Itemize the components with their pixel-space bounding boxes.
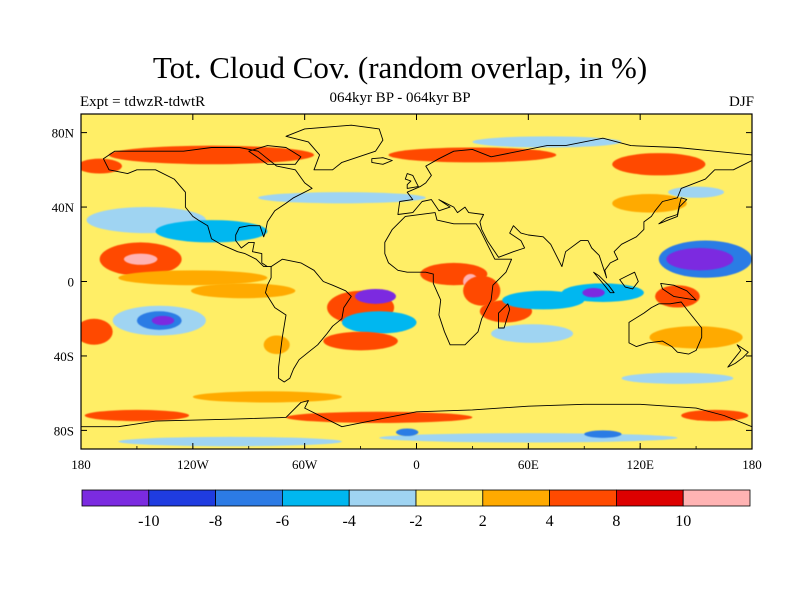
y-tick-label: 80N [52, 126, 75, 141]
y-tick-label: 40N [52, 200, 75, 215]
anomaly-region [84, 409, 190, 422]
colorbar-label: -8 [209, 513, 222, 530]
anomaly-region [655, 285, 700, 308]
y-tick-label: 80S [54, 423, 74, 438]
coastline-antarctica [81, 400, 752, 449]
anomaly-region [472, 136, 622, 148]
x-tick-label: 0 [413, 457, 420, 472]
anomaly-region [502, 290, 585, 310]
colorbar-label: -6 [276, 513, 289, 530]
plot-title: Tot. Cloud Cov. (random overlap, in %) [152, 50, 648, 85]
anomaly-region [395, 428, 419, 436]
plot-subtitle: 064kyr BP - 064kyr BP [329, 90, 471, 106]
coastline-madagascar [498, 303, 511, 329]
x-tick-label: 60W [292, 457, 318, 472]
coastline-north-america [102, 147, 313, 268]
anomaly-region [118, 436, 342, 447]
coastline-sumatra [593, 271, 615, 294]
colorbar-label: -4 [343, 513, 356, 530]
coastline-eurasia [397, 137, 752, 279]
anomaly-region [286, 411, 473, 423]
anomaly-region [118, 270, 268, 286]
x-tick-label: 120W [177, 457, 210, 472]
anomaly-region [341, 311, 417, 334]
coastline-new-guinea [660, 282, 697, 301]
x-tick-label: 180 [71, 457, 91, 472]
anomaly-region [388, 147, 557, 163]
colorbar-label: -2 [409, 513, 422, 530]
anomaly-region [81, 158, 122, 174]
anomaly-region [155, 220, 268, 243]
colorbar-swatch [215, 489, 283, 507]
coastline-iceland [371, 157, 393, 165]
y-tick-label: 40S [54, 349, 74, 364]
colorbar-label: -10 [138, 513, 159, 530]
y-axis: 80N 40N 0 40S 80S [52, 126, 752, 438]
anomaly-region [263, 335, 290, 355]
anomaly-region [354, 288, 396, 304]
coastline-great-britain [404, 173, 419, 189]
anomaly-region [190, 283, 296, 299]
colorbar-swatch [549, 489, 617, 507]
colorbar-label: 2 [479, 513, 487, 530]
anomaly-region [668, 186, 725, 198]
x-tick-label: 180 [742, 457, 762, 472]
colorbar-swatch [415, 489, 484, 507]
anomaly-region [151, 315, 175, 326]
coastline-japan [658, 197, 688, 225]
anomaly-region [108, 145, 314, 165]
colorbar-label: 8 [612, 513, 620, 530]
colorbar: -10 -8 -6 -4 -2 2 4 8 10 [81, 489, 751, 530]
coastline-baffin-island [248, 145, 302, 165]
anomaly-region [379, 433, 678, 443]
anomaly-region [123, 253, 158, 265]
coastline-south-america [265, 258, 352, 383]
anomaly-region [621, 372, 734, 384]
y-tick-label: 0 [68, 275, 75, 290]
x-tick-label: 60E [518, 457, 539, 472]
x-axis: 180 120W 60W 0 60E 120E 180 [71, 114, 762, 472]
colorbar-swatch [616, 489, 684, 507]
anomaly-field [81, 136, 752, 447]
colorbar-label: 4 [546, 513, 554, 530]
colorbar-swatch [81, 489, 150, 507]
coastline-australia [628, 301, 703, 355]
colorbar-swatch [682, 489, 751, 507]
anomaly-region [666, 247, 734, 271]
anomaly-region [323, 331, 398, 351]
coastline-greenland [285, 124, 384, 171]
anomaly-region [649, 326, 743, 349]
experiment-label: Expt = tdwzR-tdwtR [80, 94, 206, 110]
colorbar-swatch [348, 489, 417, 507]
anomaly-region [491, 324, 574, 343]
anomaly-region [192, 391, 342, 403]
coastline-borneo [619, 271, 639, 290]
colorbar-swatch [148, 489, 217, 507]
anomaly-region [81, 318, 113, 345]
season-label: DJF [728, 94, 754, 110]
anomaly-region [681, 409, 749, 422]
colorbar-label: 10 [675, 513, 691, 530]
x-tick-label: 120E [626, 457, 654, 472]
anomaly-region [584, 430, 622, 438]
colorbar-swatch [281, 489, 350, 507]
anomaly-region [612, 194, 687, 213]
colorbar-swatch [482, 489, 550, 507]
anomaly-region [582, 288, 605, 298]
coastline-new-zealand [727, 344, 749, 368]
anomaly-region [612, 153, 706, 176]
coastlines [81, 124, 752, 449]
coastline-africa [384, 212, 513, 346]
